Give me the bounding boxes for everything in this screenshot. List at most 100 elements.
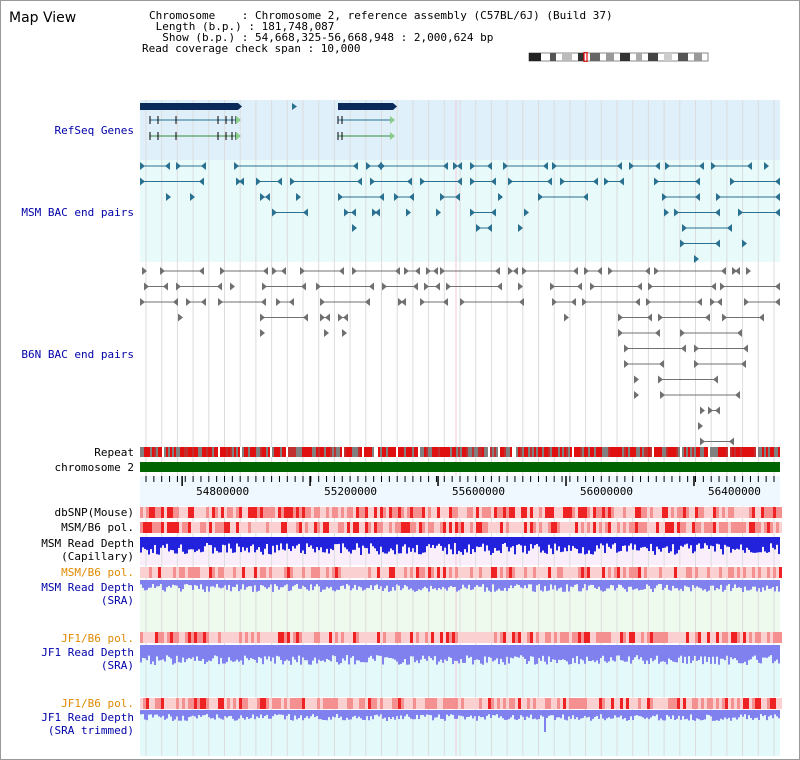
- msm-pol2-cell: [278, 567, 281, 578]
- msm-pol2-cell: [290, 567, 293, 578]
- jf1-pol-cell: [587, 632, 590, 643]
- msm-pol-cell: [557, 522, 560, 533]
- jf1-depth-trim-bar: [430, 710, 432, 716]
- jf1-depth-sra-bar: [390, 645, 392, 658]
- jf1-pol2-cell: [383, 698, 386, 709]
- msm-pol2-cell: [764, 567, 767, 578]
- jf1-pol2-cell: [368, 698, 371, 709]
- msm-pol-cell: [701, 522, 704, 533]
- msm-bac-end: [409, 193, 414, 201]
- repeat-cell: [360, 447, 362, 457]
- msm-depth-cap-bar: [246, 537, 248, 548]
- jf1-depth-sra-bar: [666, 645, 668, 665]
- repeat-cell: [304, 447, 306, 457]
- dbsnp-cell: [551, 507, 554, 518]
- b6n-bac-end: [681, 344, 686, 353]
- dbsnp-cell: [647, 507, 650, 518]
- repeat-cell: [510, 447, 512, 457]
- msm-pol2-cell: [221, 567, 224, 578]
- repeat-cell: [294, 447, 296, 457]
- msm-depth-sra-bar: [740, 580, 742, 589]
- dbsnp-cell: [713, 507, 716, 518]
- jf1-depth-sra-bar: [710, 645, 712, 664]
- repeat-cell: [548, 447, 550, 457]
- repeat-cell: [142, 447, 144, 457]
- msm-depth-sra-bar: [560, 580, 562, 588]
- msm-bac-end: [351, 208, 356, 217]
- jf1-depth-trim-bar: [238, 710, 240, 719]
- dbsnp-cell: [437, 507, 440, 518]
- msm-pol2-cell: [302, 567, 305, 578]
- jf1-pol-cell: [737, 632, 740, 643]
- dbsnp-cell: [284, 507, 287, 518]
- jf1-depth-trim-bar: [738, 710, 740, 718]
- jf1-pol2-cell: [302, 698, 305, 709]
- jf1-pol2-cell: [647, 698, 650, 709]
- repeat-cell: [482, 447, 484, 457]
- jf1-pol-cell: [542, 632, 545, 643]
- msm-depth-cap-bar: [410, 537, 412, 552]
- jf1-depth-sra-bar: [272, 645, 274, 658]
- msm-depth-sra-bar: [312, 580, 314, 591]
- msm-bac-end: [234, 162, 239, 170]
- jf1-depth-sra-bar: [236, 645, 238, 660]
- jf1-depth-trim-bar: [456, 710, 458, 719]
- jf1-pol-cell: [491, 632, 494, 643]
- dbsnp-cell: [215, 507, 218, 518]
- msm-depth-cap-bar: [448, 537, 450, 545]
- jf1-depth-trim-bar: [548, 710, 550, 716]
- msm-pol-cell: [767, 522, 770, 533]
- jf1-depth-sra-bar: [428, 645, 430, 657]
- msm-depth-sra-bar: [666, 580, 668, 585]
- jf1-pol-cell: [755, 632, 758, 643]
- msm-depth-sra-bar: [644, 580, 646, 589]
- jf1-pol-cell: [173, 632, 176, 643]
- repeat-cell: [296, 447, 298, 457]
- jf1-depth-trimmed-label-2: (SRA trimmed): [47, 724, 134, 737]
- msm-bac-end: [694, 255, 699, 263]
- msm-depth-sra-bar: [388, 580, 390, 592]
- dbsnp-cell: [185, 507, 188, 518]
- jf1-depth-trim-bar: [468, 710, 470, 717]
- b6n-bac-end: [301, 282, 306, 291]
- jf1-pol2-cell: [626, 698, 629, 709]
- msm-depth-cap-bar: [366, 537, 368, 549]
- msm-depth-cap-bar: [520, 537, 522, 546]
- msm-pol2-cell: [380, 567, 383, 578]
- jf1-depth-sra-bar: [680, 645, 682, 656]
- jf1-depth-sra-bar: [570, 645, 572, 665]
- jf1-depth-trim-bar: [388, 710, 390, 718]
- b6n-bac-end: [577, 282, 582, 291]
- jf1-pol-cell: [500, 632, 503, 643]
- msm-depth-cap-bar: [174, 537, 176, 554]
- jf1-depth-trim-bar: [268, 710, 270, 719]
- msm-pol2-cell: [401, 567, 404, 578]
- jf1-pol2-cell: [470, 698, 473, 709]
- msm-depth-cap-bar: [648, 537, 650, 552]
- chromosome-ideogram[interactable]: [528, 52, 710, 62]
- repeat-cell: [470, 447, 472, 457]
- jf1-depth-sra-bar: [296, 645, 298, 663]
- msm-pol-cell: [662, 522, 665, 533]
- msm-bac-end: [379, 193, 384, 201]
- jf1-depth-sra-bar: [694, 645, 696, 656]
- msm-pol-cell: [221, 522, 224, 533]
- msm-depth-cap-bar: [450, 537, 452, 550]
- repeat-cell: [432, 447, 434, 457]
- repeat-cell: [696, 447, 698, 457]
- msm-depth-sra-bar: [500, 580, 502, 591]
- b6n-bac-end: [446, 282, 451, 291]
- msm-depth-sra-bar: [404, 580, 406, 586]
- msm-pol2-cell: [683, 567, 686, 578]
- jf1-pol2-cell: [299, 698, 302, 709]
- jf1-pol-cell: [512, 632, 515, 643]
- repeat-cell: [284, 447, 286, 457]
- jf1-depth-trim-bar: [276, 710, 278, 716]
- dbsnp-cell: [161, 507, 164, 518]
- jf1-depth-sra-bar: [614, 645, 616, 662]
- dbsnp-cell: [353, 507, 356, 518]
- jf1-pol2-cell: [455, 698, 458, 709]
- dbsnp-cell: [617, 507, 620, 518]
- jf1-depth-sra-bar: [562, 645, 564, 660]
- msm-depth-cap-bar: [646, 537, 648, 549]
